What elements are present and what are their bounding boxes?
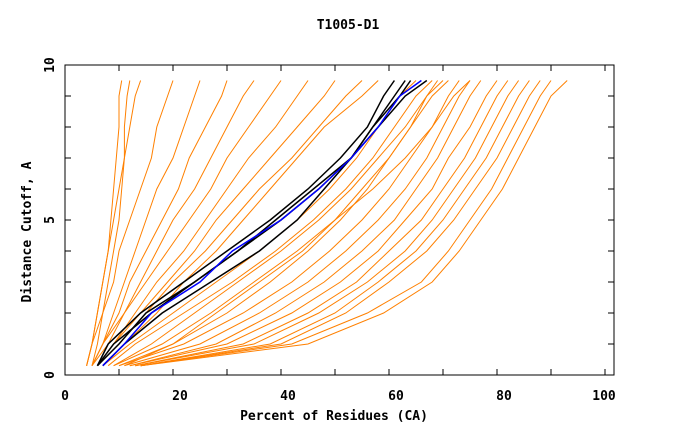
orange-model-curve (124, 80, 471, 367)
black-model-curve (102, 79, 428, 367)
orange-model-curve (140, 80, 541, 367)
orange-model-curve (96, 80, 336, 366)
y-tick-label: 10 (43, 57, 58, 73)
orange-model-curve (113, 80, 439, 367)
orange-model-curve (129, 80, 482, 367)
orange-model-curve (113, 80, 449, 367)
blue-model-curve (102, 79, 422, 367)
orange-model-curve (91, 80, 201, 366)
black-model-curve (96, 80, 412, 367)
orange-model-curve (135, 80, 520, 367)
y-axis-label: Distance Cutoff, A (20, 161, 35, 302)
x-tick-label: 0 (61, 389, 69, 404)
orange-model-curve (118, 80, 444, 367)
x-tick-label: 20 (172, 389, 188, 404)
orange-model-curve (124, 80, 471, 367)
orange-model-curve (86, 80, 174, 366)
orange-model-curve (86, 80, 123, 366)
axis-ticks (65, 65, 614, 375)
orange-model-curve (91, 80, 282, 366)
orange-model-curve (140, 80, 568, 367)
orange-model-curve (135, 80, 509, 367)
orange-model-curve (140, 80, 530, 367)
y-tick-label: 0 (43, 371, 58, 379)
orange-model-curve (118, 80, 460, 367)
chart-title: T1005-D1 (317, 18, 380, 33)
x-tick-label: 40 (280, 389, 296, 404)
x-tick-label: 60 (388, 389, 404, 404)
orange-model-curve (86, 80, 142, 366)
plot-lines (86, 79, 568, 367)
orange-model-curve (140, 80, 552, 367)
x-axis-label: Percent of Residues (CA) (240, 409, 428, 424)
y-tick-label: 5 (43, 216, 58, 224)
orange-model-curve (102, 80, 379, 367)
x-tick-label: 80 (496, 389, 512, 404)
orange-model-curve (107, 80, 433, 367)
black-model-curve (96, 80, 396, 367)
x-tick-label: 100 (592, 389, 616, 404)
orange-model-curve (91, 80, 255, 366)
orange-model-curve (91, 80, 228, 366)
orange-model-curve (96, 80, 309, 366)
orange-model-curve (91, 80, 131, 366)
orange-model-curve (129, 80, 498, 367)
